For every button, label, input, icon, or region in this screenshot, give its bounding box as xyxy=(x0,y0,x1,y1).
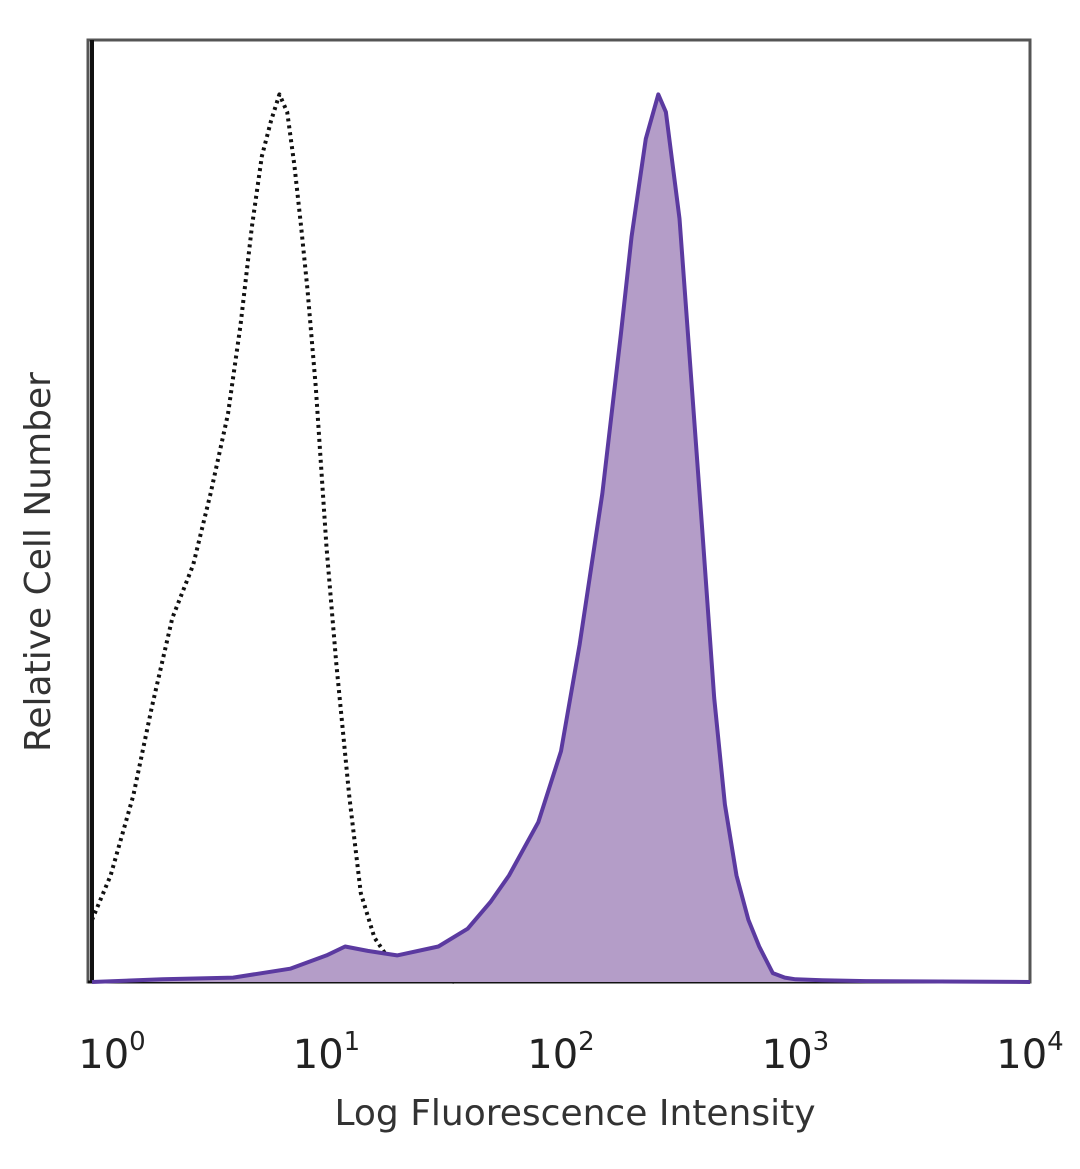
series-0-line xyxy=(90,92,455,984)
x-tick-label-0: 100 xyxy=(78,1027,145,1078)
series-1-line xyxy=(91,92,1031,984)
x-tick-label-2: 102 xyxy=(527,1027,594,1078)
x-tick-label-1: 101 xyxy=(293,1027,360,1078)
x-tick-label-4: 104 xyxy=(996,1027,1063,1078)
y-axis-title: Relative Cell Number xyxy=(18,372,59,752)
x-axis-title: Log Fluorescence Intensity xyxy=(334,1093,815,1134)
x-tick-label-3: 103 xyxy=(762,1027,829,1078)
series-1-area xyxy=(92,94,1030,982)
series-layer xyxy=(90,92,1031,984)
x-tick-labels: 100 101 102 103 104 xyxy=(78,1027,1063,1078)
